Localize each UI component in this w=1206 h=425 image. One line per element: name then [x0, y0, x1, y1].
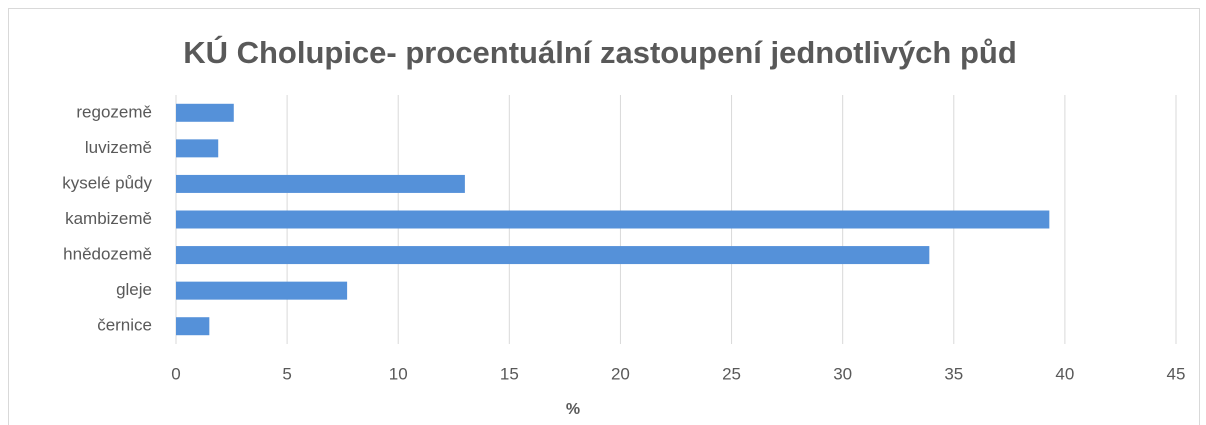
- bar: [176, 139, 219, 158]
- x-tick-label: 45: [1167, 364, 1186, 383]
- y-tick-label: kyselé půdy: [62, 173, 152, 192]
- bar: [176, 210, 1050, 229]
- chart-title: KÚ Cholupice- procentuální zastoupení je…: [183, 34, 1017, 70]
- x-tick-label: 30: [833, 364, 852, 383]
- x-tick-label: 20: [611, 364, 630, 383]
- bar: [176, 281, 348, 300]
- y-tick-label: kambizemě: [65, 209, 152, 228]
- y-tick-label: hnědozemě: [63, 245, 152, 264]
- y-tick-label: luvizemě: [85, 138, 152, 157]
- bar: [176, 174, 465, 193]
- x-tick-label: 10: [389, 364, 408, 383]
- bar: [176, 246, 930, 265]
- bar: [176, 317, 210, 336]
- x-tick-label: 40: [1055, 364, 1074, 383]
- y-tick-label: černice: [97, 316, 152, 335]
- x-axis-label: %: [566, 401, 580, 418]
- x-tick-label: 5: [282, 364, 291, 383]
- x-tick-label: 0: [171, 364, 180, 383]
- y-tick-label: gleje: [116, 280, 152, 299]
- chart-frame: [8, 8, 1200, 425]
- y-tick-label: regozemě: [76, 102, 152, 121]
- x-tick-label: 35: [944, 364, 963, 383]
- x-tick-label: 15: [500, 364, 519, 383]
- bar: [176, 103, 234, 122]
- x-tick-label: 25: [722, 364, 741, 383]
